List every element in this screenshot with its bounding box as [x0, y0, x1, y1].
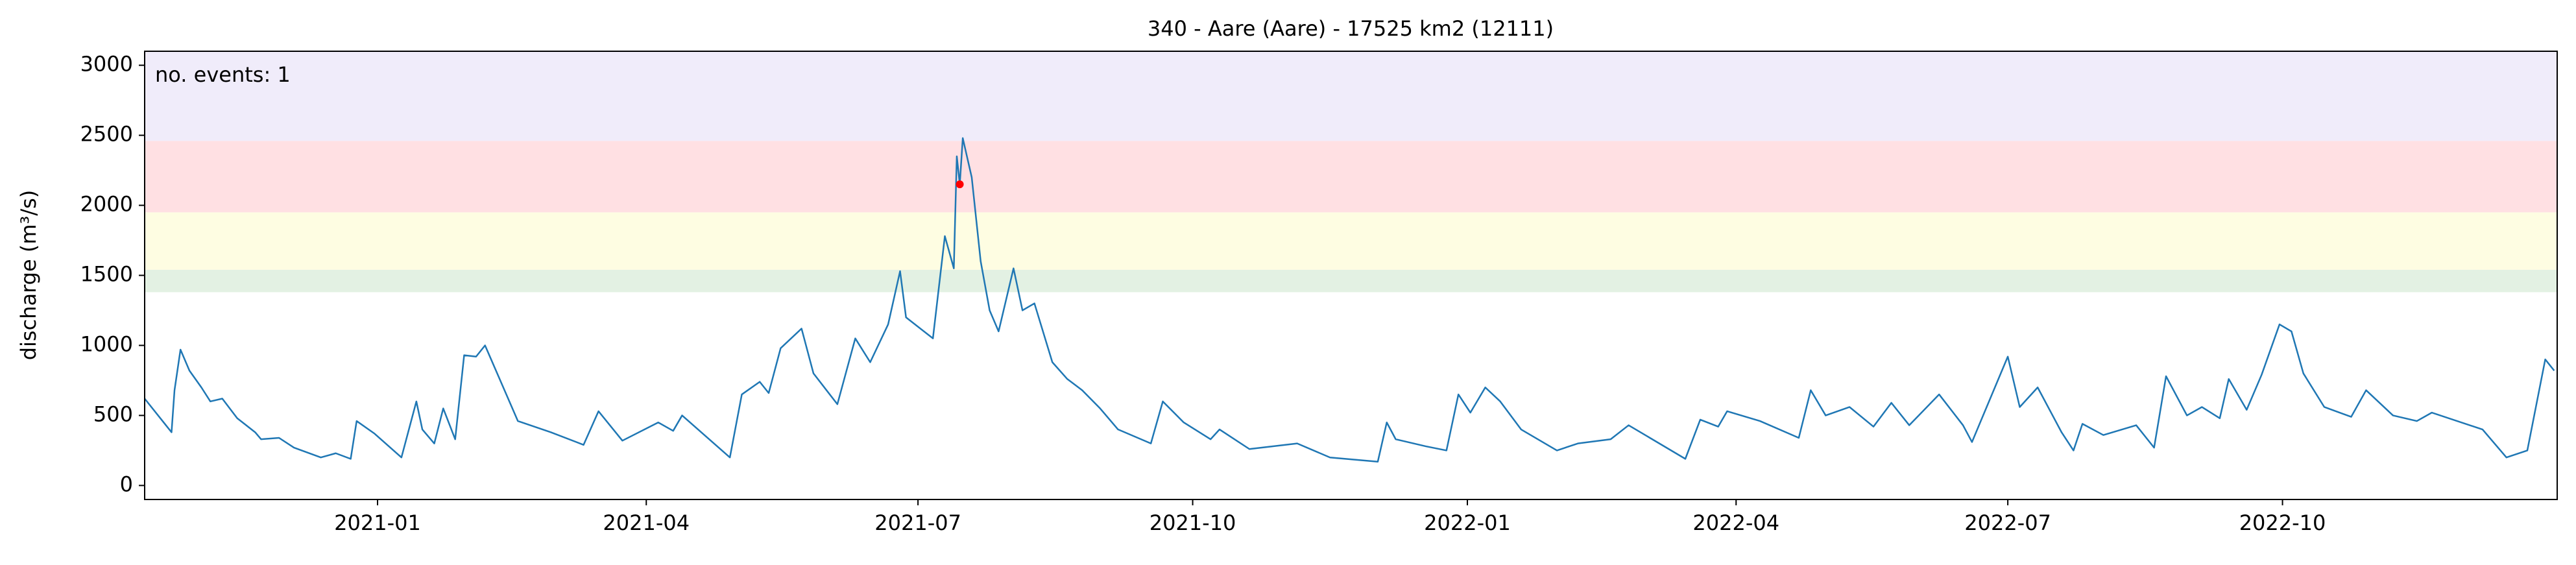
x-tick-label: 2022-10	[2239, 511, 2326, 535]
chart-title: 340 - Aare (Aare) - 17525 km2 (12111)	[1148, 16, 1554, 41]
x-tick-label: 2022-01	[1424, 511, 1511, 535]
y-tick-label: 1500	[80, 262, 133, 287]
events-annotation: no. events: 1	[155, 62, 291, 87]
x-tick-label: 2021-01	[334, 511, 421, 535]
threshold-band	[145, 141, 2557, 213]
x-tick-label: 2021-04	[603, 511, 690, 535]
x-tick-label: 2021-07	[874, 511, 961, 535]
y-tick-label: 2500	[80, 122, 133, 147]
y-tick-label: 2000	[80, 192, 133, 217]
x-tick-label: 2022-07	[1964, 511, 2051, 535]
x-tick-label: 2021-10	[1150, 511, 1236, 535]
y-tick-label: 500	[93, 402, 133, 426]
x-tick-label: 2022-04	[1692, 511, 1779, 535]
y-tick-label: 1000	[80, 331, 133, 356]
y-axis-label: discharge (m³/s)	[16, 190, 41, 361]
event-point	[956, 180, 964, 189]
plot-frame	[144, 51, 2558, 500]
threshold-band	[145, 51, 2557, 141]
y-tick-label: 0	[120, 472, 133, 496]
threshold-band	[145, 269, 2557, 293]
threshold-band	[145, 212, 2557, 270]
y-tick-label: 3000	[80, 52, 133, 77]
discharge-line	[144, 137, 2555, 463]
